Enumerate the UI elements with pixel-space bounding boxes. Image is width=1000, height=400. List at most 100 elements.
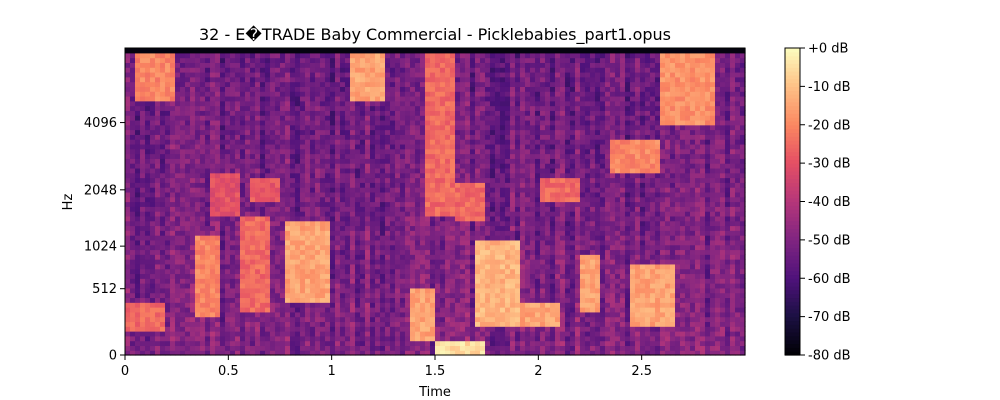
spectrogram-cell	[350, 119, 356, 126]
spectrogram-cell	[195, 81, 201, 87]
spectrogram-cell	[225, 81, 231, 87]
spectrogram-cell	[170, 81, 176, 87]
spectrogram-cell	[155, 220, 161, 227]
spectrogram-cell	[510, 239, 516, 246]
spectrogram-cell	[355, 259, 361, 265]
spectrogram-cell	[180, 196, 186, 203]
spectrogram-cell	[240, 287, 246, 294]
spectrogram-cell	[265, 244, 271, 251]
spectrogram-cell	[325, 268, 331, 275]
spectrogram-cell	[510, 91, 516, 97]
spectrogram-cell	[480, 302, 486, 308]
spectrogram-cell	[380, 105, 386, 111]
spectrogram-cell	[360, 215, 366, 222]
spectrogram-cell	[365, 86, 371, 92]
spectrogram-cell	[465, 345, 471, 351]
spectrogram-cell	[440, 321, 446, 327]
spectrogram-cell	[365, 71, 371, 78]
spectrogram-cell	[480, 124, 486, 131]
spectrogram-cell	[130, 76, 136, 83]
spectrogram-cell	[410, 268, 416, 275]
spectrogram-cell	[170, 134, 176, 140]
spectrogram-cell	[235, 215, 241, 222]
spectrogram-cell	[475, 48, 481, 54]
spectrogram-cell	[130, 71, 136, 78]
spectrogram-cell	[390, 211, 396, 217]
spectrogram-cell	[285, 172, 291, 179]
spectrogram-cell	[300, 163, 306, 169]
spectrogram-cell	[415, 249, 421, 255]
spectrogram-cell	[455, 115, 461, 121]
spectrogram-cell	[165, 345, 171, 351]
spectrogram-cell	[385, 263, 391, 270]
spectrogram-cell	[185, 172, 191, 179]
spectrogram-cell	[410, 143, 416, 150]
spectrogram-cell	[340, 345, 346, 351]
spectrogram-cell	[230, 297, 236, 303]
spectrogram-cell	[300, 196, 306, 203]
spectrogram-cell	[495, 119, 501, 126]
spectrogram-cell	[385, 273, 391, 279]
spectrogram-cell	[430, 326, 436, 332]
spectrogram-cell	[505, 48, 511, 54]
spectrogram-cell	[245, 345, 251, 351]
spectrogram-cell	[320, 48, 326, 54]
spectrogram-cell	[410, 302, 416, 308]
spectrogram-cell	[375, 91, 381, 97]
spectrogram-cell	[455, 321, 461, 327]
spectrogram-cell	[200, 297, 206, 303]
spectrogram-cell	[405, 311, 411, 318]
spectrogram-cell	[360, 311, 366, 318]
spectrogram-cell	[430, 254, 436, 260]
spectrogram-cell	[150, 148, 156, 155]
spectrogram-cell	[340, 278, 346, 284]
spectrogram-cell	[465, 86, 471, 92]
spectrogram-cell	[275, 340, 281, 347]
spectrogram-cell	[130, 206, 136, 212]
spectrogram-cell	[390, 249, 396, 255]
spectrogram-cell	[335, 235, 341, 241]
spectrogram-cell	[510, 100, 516, 107]
spectrogram-cell	[380, 124, 386, 131]
spectrogram-cell	[255, 91, 261, 97]
spectrogram-cell	[270, 124, 276, 131]
spectrogram-cell	[160, 191, 166, 198]
spectrogram-cell	[335, 283, 341, 289]
spectrogram-cell	[175, 273, 181, 279]
spectrogram-cell	[460, 239, 466, 246]
spectrogram-cell	[490, 254, 496, 260]
spectrogram-cell	[475, 105, 481, 111]
spectrogram-cell	[485, 167, 491, 174]
spectrogram-cell	[325, 76, 331, 83]
spectrogram-cell	[205, 153, 211, 159]
spectrogram-cell	[250, 143, 256, 150]
spectrogram-cell	[370, 81, 376, 87]
spectrogram-cell	[275, 297, 281, 303]
spectrogram-cell	[360, 86, 366, 92]
spectrogram-cell	[510, 263, 516, 270]
spectrogram-cell	[370, 220, 376, 227]
spectrogram-cell	[485, 326, 491, 332]
spectrogram-cell	[510, 71, 516, 78]
spectrogram-cell	[420, 129, 426, 135]
spectrogram-cell	[260, 278, 266, 284]
spectrogram-cell	[135, 220, 141, 227]
spectrogram-cell	[235, 345, 241, 351]
spectrogram-cell	[145, 331, 151, 337]
spectrogram-cell	[450, 153, 456, 159]
spectrogram-cell	[155, 124, 161, 131]
spectrogram-cell	[355, 100, 361, 107]
spectrogram-cell	[345, 287, 351, 294]
spectrogram-cell	[320, 91, 326, 97]
spectrogram-cell	[220, 235, 226, 241]
spectrogram-cell	[240, 259, 246, 265]
spectrogram-cell	[265, 91, 271, 97]
spectrogram-cell	[195, 316, 201, 323]
spectrogram-cell	[365, 115, 371, 121]
spectrogram-cell	[460, 287, 466, 294]
spectrogram-cell	[280, 67, 286, 73]
spectrogram-cell	[370, 335, 376, 342]
spectrogram-cell	[210, 172, 216, 179]
spectrogram-cell	[485, 350, 491, 356]
spectrogram-cell	[180, 263, 186, 270]
